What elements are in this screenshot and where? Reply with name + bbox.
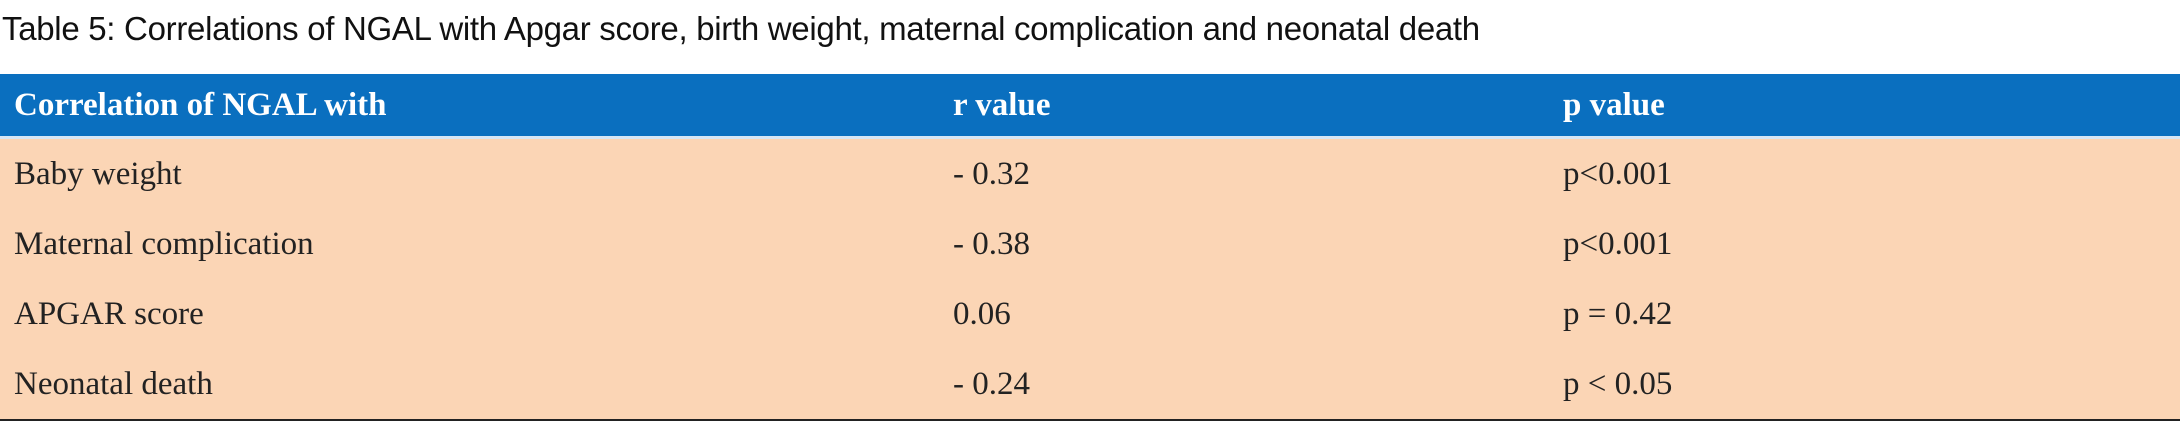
table-cell: - 0.38: [939, 209, 1549, 279]
table-row: Maternal complication - 0.38 p<0.001: [0, 209, 2180, 279]
table-cell: Neonatal death: [0, 349, 939, 421]
table-cell: p<0.001: [1549, 209, 2180, 279]
table-cell: Baby weight: [0, 137, 939, 209]
header-cell: Correlation of NGAL with: [0, 74, 939, 139]
table-cell: Maternal complication: [0, 209, 939, 279]
table-body: Baby weight - 0.32 p<0.001 Maternal complic…: [0, 137, 2180, 421]
table-cell: - 0.24: [939, 349, 1549, 421]
table-header: Correlation of NGAL with r value p value: [0, 74, 2180, 139]
table: Correlation of NGAL with r value p value B…: [0, 74, 2180, 421]
table-cell: p = 0.42: [1549, 279, 2180, 349]
table-cell: p<0.001: [1549, 137, 2180, 209]
table-row: Neonatal death - 0.24 p < 0.05: [0, 349, 2180, 421]
table-cell: p < 0.05: [1549, 349, 2180, 421]
table-row: APGAR score 0.06 p = 0.42: [0, 279, 2180, 349]
header-row: Correlation of NGAL with r value p value: [0, 74, 2180, 139]
table-cell: - 0.32: [939, 137, 1549, 209]
header-cell: p value: [1549, 74, 2180, 139]
table-title: Table 5: Correlations of NGAL with Apgar…: [2, 10, 1480, 47]
table-cell: 0.06: [939, 279, 1549, 349]
table-cell: APGAR score: [0, 279, 939, 349]
header-cell: r value: [939, 74, 1549, 139]
table-row: Baby weight - 0.32 p<0.001: [0, 137, 2180, 209]
